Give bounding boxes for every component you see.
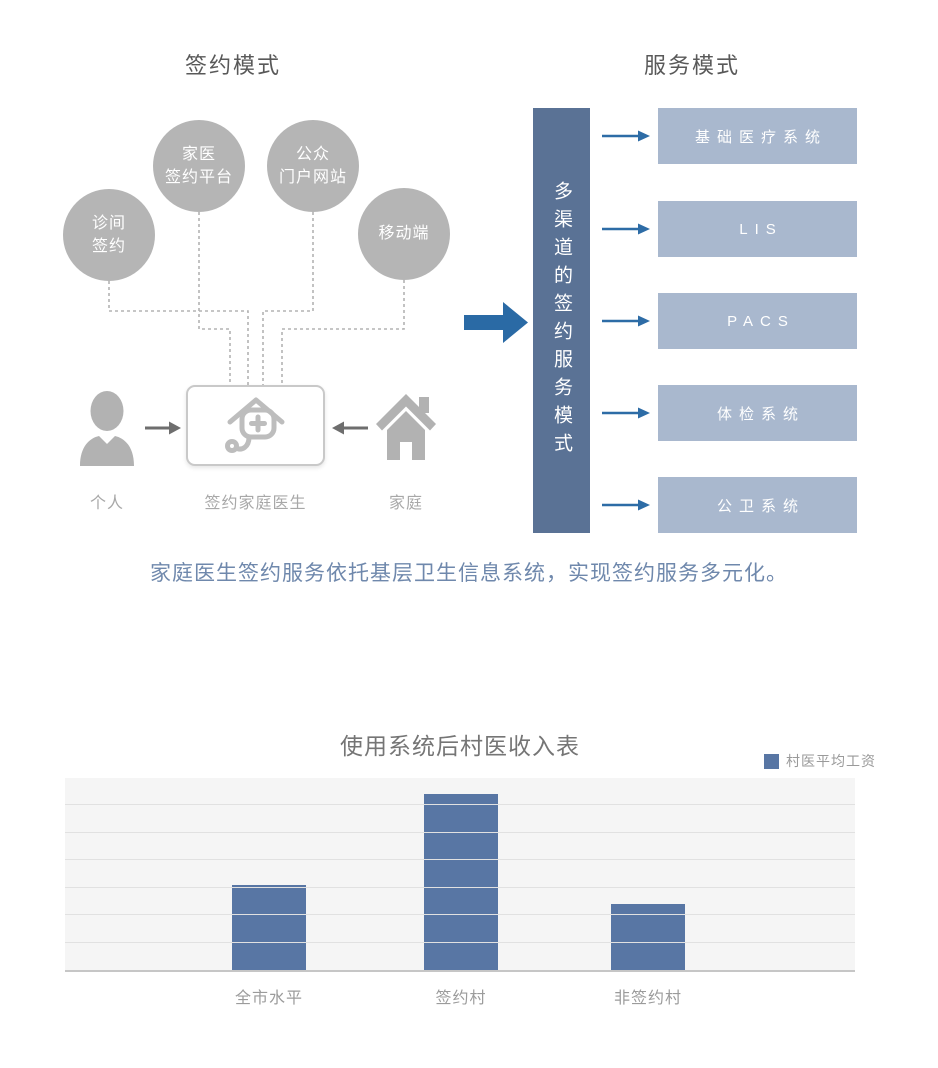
bar-signed-village [424,794,498,970]
system-box-pacs: PACS [658,293,857,349]
chart-title: 使用系统后村医收入表 [340,733,580,759]
gridline [65,859,855,861]
channel-circle-mobile: 移动端 [358,188,450,280]
gridline [65,804,855,806]
connector-portal [262,212,314,385]
circle-text: 移动端 [378,225,430,243]
signing-mode-title: 签约模式 [184,53,281,78]
circle-text: 公众 [295,145,330,163]
big-right-arrow-icon [464,302,528,343]
person-icon [80,391,134,466]
channel-circle-portal: 公众 门户网站 [267,120,359,212]
signed-family-doctor-box [186,385,325,466]
multi-channel-bar: 多渠道的签约服务模式 [533,108,590,533]
legend-label: 村医平均工资 [786,753,876,769]
person-to-box-arrow-icon [145,421,181,435]
legend-swatch-icon [764,753,779,769]
category-label-citywide: 全市水平 [234,990,303,1007]
system-box-lis: LIS [658,201,857,257]
gridline [65,941,855,943]
channel-circle-platform: 家医 签约平台 [153,120,245,212]
circle-text: 诊间 [91,214,126,232]
channel-circle-clinic: 诊间 签约 [63,189,155,281]
gridline [65,914,855,916]
system-box-basic-medical: 基础医疗系统 [658,108,857,164]
connector-platform [198,212,231,385]
category-label-unsigned-village: 非签约村 [613,990,682,1007]
signed-family-doctor-label: 签约家庭医生 [204,495,307,512]
circle-text: 签约平台 [164,169,233,186]
family-doctor-icon [224,397,284,453]
person-label: 个人 [89,495,124,512]
circle-text: 签约 [91,238,126,255]
system-box-physical-exam: 体检系统 [658,385,857,441]
gridline [65,831,855,833]
multi-channel-bar-label: 多渠道的签约服务模式 [551,180,572,461]
circle-text: 家医 [181,145,216,163]
bar-citywide [232,884,306,970]
circle-text: 门户网站 [278,169,347,186]
house-icon [376,394,436,460]
chart-plot [65,778,855,972]
connector-mobile [281,280,405,385]
system-box-public-health: 公卫系统 [658,477,857,533]
category-label-signed-village: 签约村 [435,990,487,1007]
chart-legend: 村医平均工资 [764,751,876,771]
flow-arrow-icons [602,130,650,511]
connector-clinic-signing [108,281,249,385]
caption-text: 家庭医生签约服务依托基层卫生信息系统，实现签约服务多元化。 [150,562,788,585]
family-label: 家庭 [388,495,423,512]
gridline [65,886,855,888]
service-mode-title: 服务模式 [643,53,740,78]
family-to-box-arrow-icon [332,421,368,435]
